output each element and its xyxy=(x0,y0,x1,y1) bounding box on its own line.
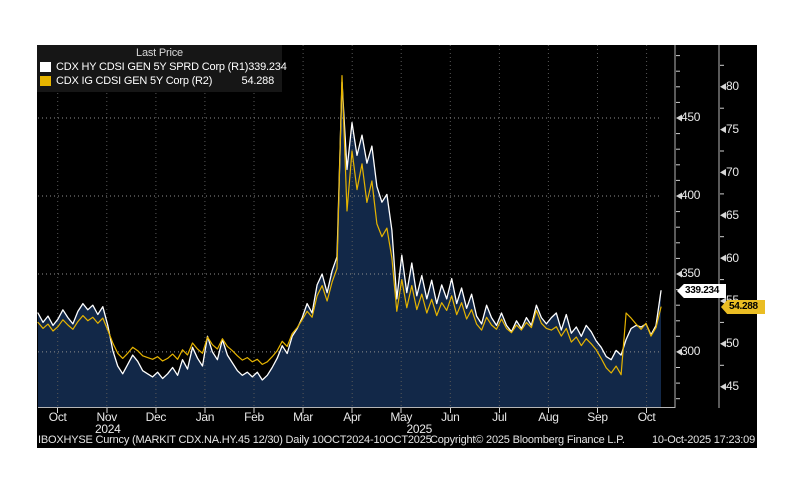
x-tick-label-jan-3: Jan xyxy=(195,410,215,424)
hy-series-label: CDX HY CDSI GEN 5Y SPRD Corp (R1) xyxy=(56,61,249,73)
x-tick-label-oct-12: Oct xyxy=(637,410,656,424)
r2-tick-label-65: 65 xyxy=(726,207,739,222)
r2-tick-label-75: 75 xyxy=(726,122,739,137)
x-tick-label-mar-5: Mar xyxy=(293,410,313,424)
x-tick-label-may-7: May xyxy=(390,410,413,424)
r1-tick-label-450: 450 xyxy=(681,110,701,125)
x-tick-label-oct-0: Oct xyxy=(48,410,67,424)
x-tick-label-jul-9: Jul xyxy=(492,410,507,424)
bloomberg-chart-panel: Last Price CDX HY CDSI GEN 5Y SPRD Corp … xyxy=(37,45,765,448)
r1-tick-label-300: 300 xyxy=(681,344,701,359)
x-year-label-2025: 2025 xyxy=(406,422,433,436)
r2-tick-label-50: 50 xyxy=(726,336,739,351)
legend-row-ig[interactable]: CDX IG CDSI GEN 5Y Corp (R2) 54.288 xyxy=(37,74,282,88)
ig-price-line[interactable] xyxy=(37,75,662,376)
x-tick-label-dec-2: Dec xyxy=(145,410,167,424)
hy-series-value: 339.234 xyxy=(248,61,287,73)
legend-row-hy[interactable]: CDX HY CDSI GEN 5Y SPRD Corp (R1) 339.23… xyxy=(37,60,287,74)
x-year-label-2024: 2024 xyxy=(95,422,121,436)
r1-tick-label-350: 350 xyxy=(681,266,701,281)
x-tick-label-jun-8: Jun xyxy=(441,410,460,424)
hy-last-price-tag: 339.234 xyxy=(677,284,726,298)
ig-series-value: 54.288 xyxy=(241,75,275,87)
r2-tick-label-70: 70 xyxy=(726,164,739,179)
x-tick-label-aug-10: Aug xyxy=(538,410,559,424)
hy-series-swatch-icon xyxy=(40,62,51,72)
x-tick-label-nov-1: Nov xyxy=(96,410,118,424)
status-copyright: Copyright© 2025 Bloomberg Finance L.P. xyxy=(430,434,625,446)
r2-tick-label-80: 80 xyxy=(726,79,739,94)
chart-plot-area[interactable] xyxy=(37,45,757,448)
x-tick-label-feb-4: Feb xyxy=(244,410,264,424)
vertical-gridlines xyxy=(57,45,648,407)
status-security-info: IBOXHYSE Curncy (MARKIT CDX.NA.HY.45 12/… xyxy=(38,434,432,446)
ig-series-label: CDX IG CDSI GEN 5Y Corp (R2) xyxy=(56,75,213,87)
axis-lines xyxy=(38,45,720,413)
ig-last-price-tag: 54.288 xyxy=(721,300,765,314)
hy-price-line[interactable] xyxy=(37,81,662,381)
x-tick-label-sep-11: Sep xyxy=(587,410,608,424)
r1-axis-ticks xyxy=(676,55,682,400)
chart-legend: Last Price CDX HY CDSI GEN 5Y SPRD Corp … xyxy=(37,45,287,92)
r2-tick-label-60: 60 xyxy=(726,250,739,265)
r1-tick-label-400: 400 xyxy=(681,188,701,203)
ig-series-swatch-icon xyxy=(40,76,51,86)
x-tick-label-apr-6: Apr xyxy=(343,410,362,424)
r2-tick-label-45: 45 xyxy=(726,379,739,394)
r2-axis-ticks xyxy=(720,64,726,391)
legend-title: Last Price xyxy=(136,47,183,59)
status-timestamp: 10-Oct-2025 17:23:09 xyxy=(651,434,755,446)
